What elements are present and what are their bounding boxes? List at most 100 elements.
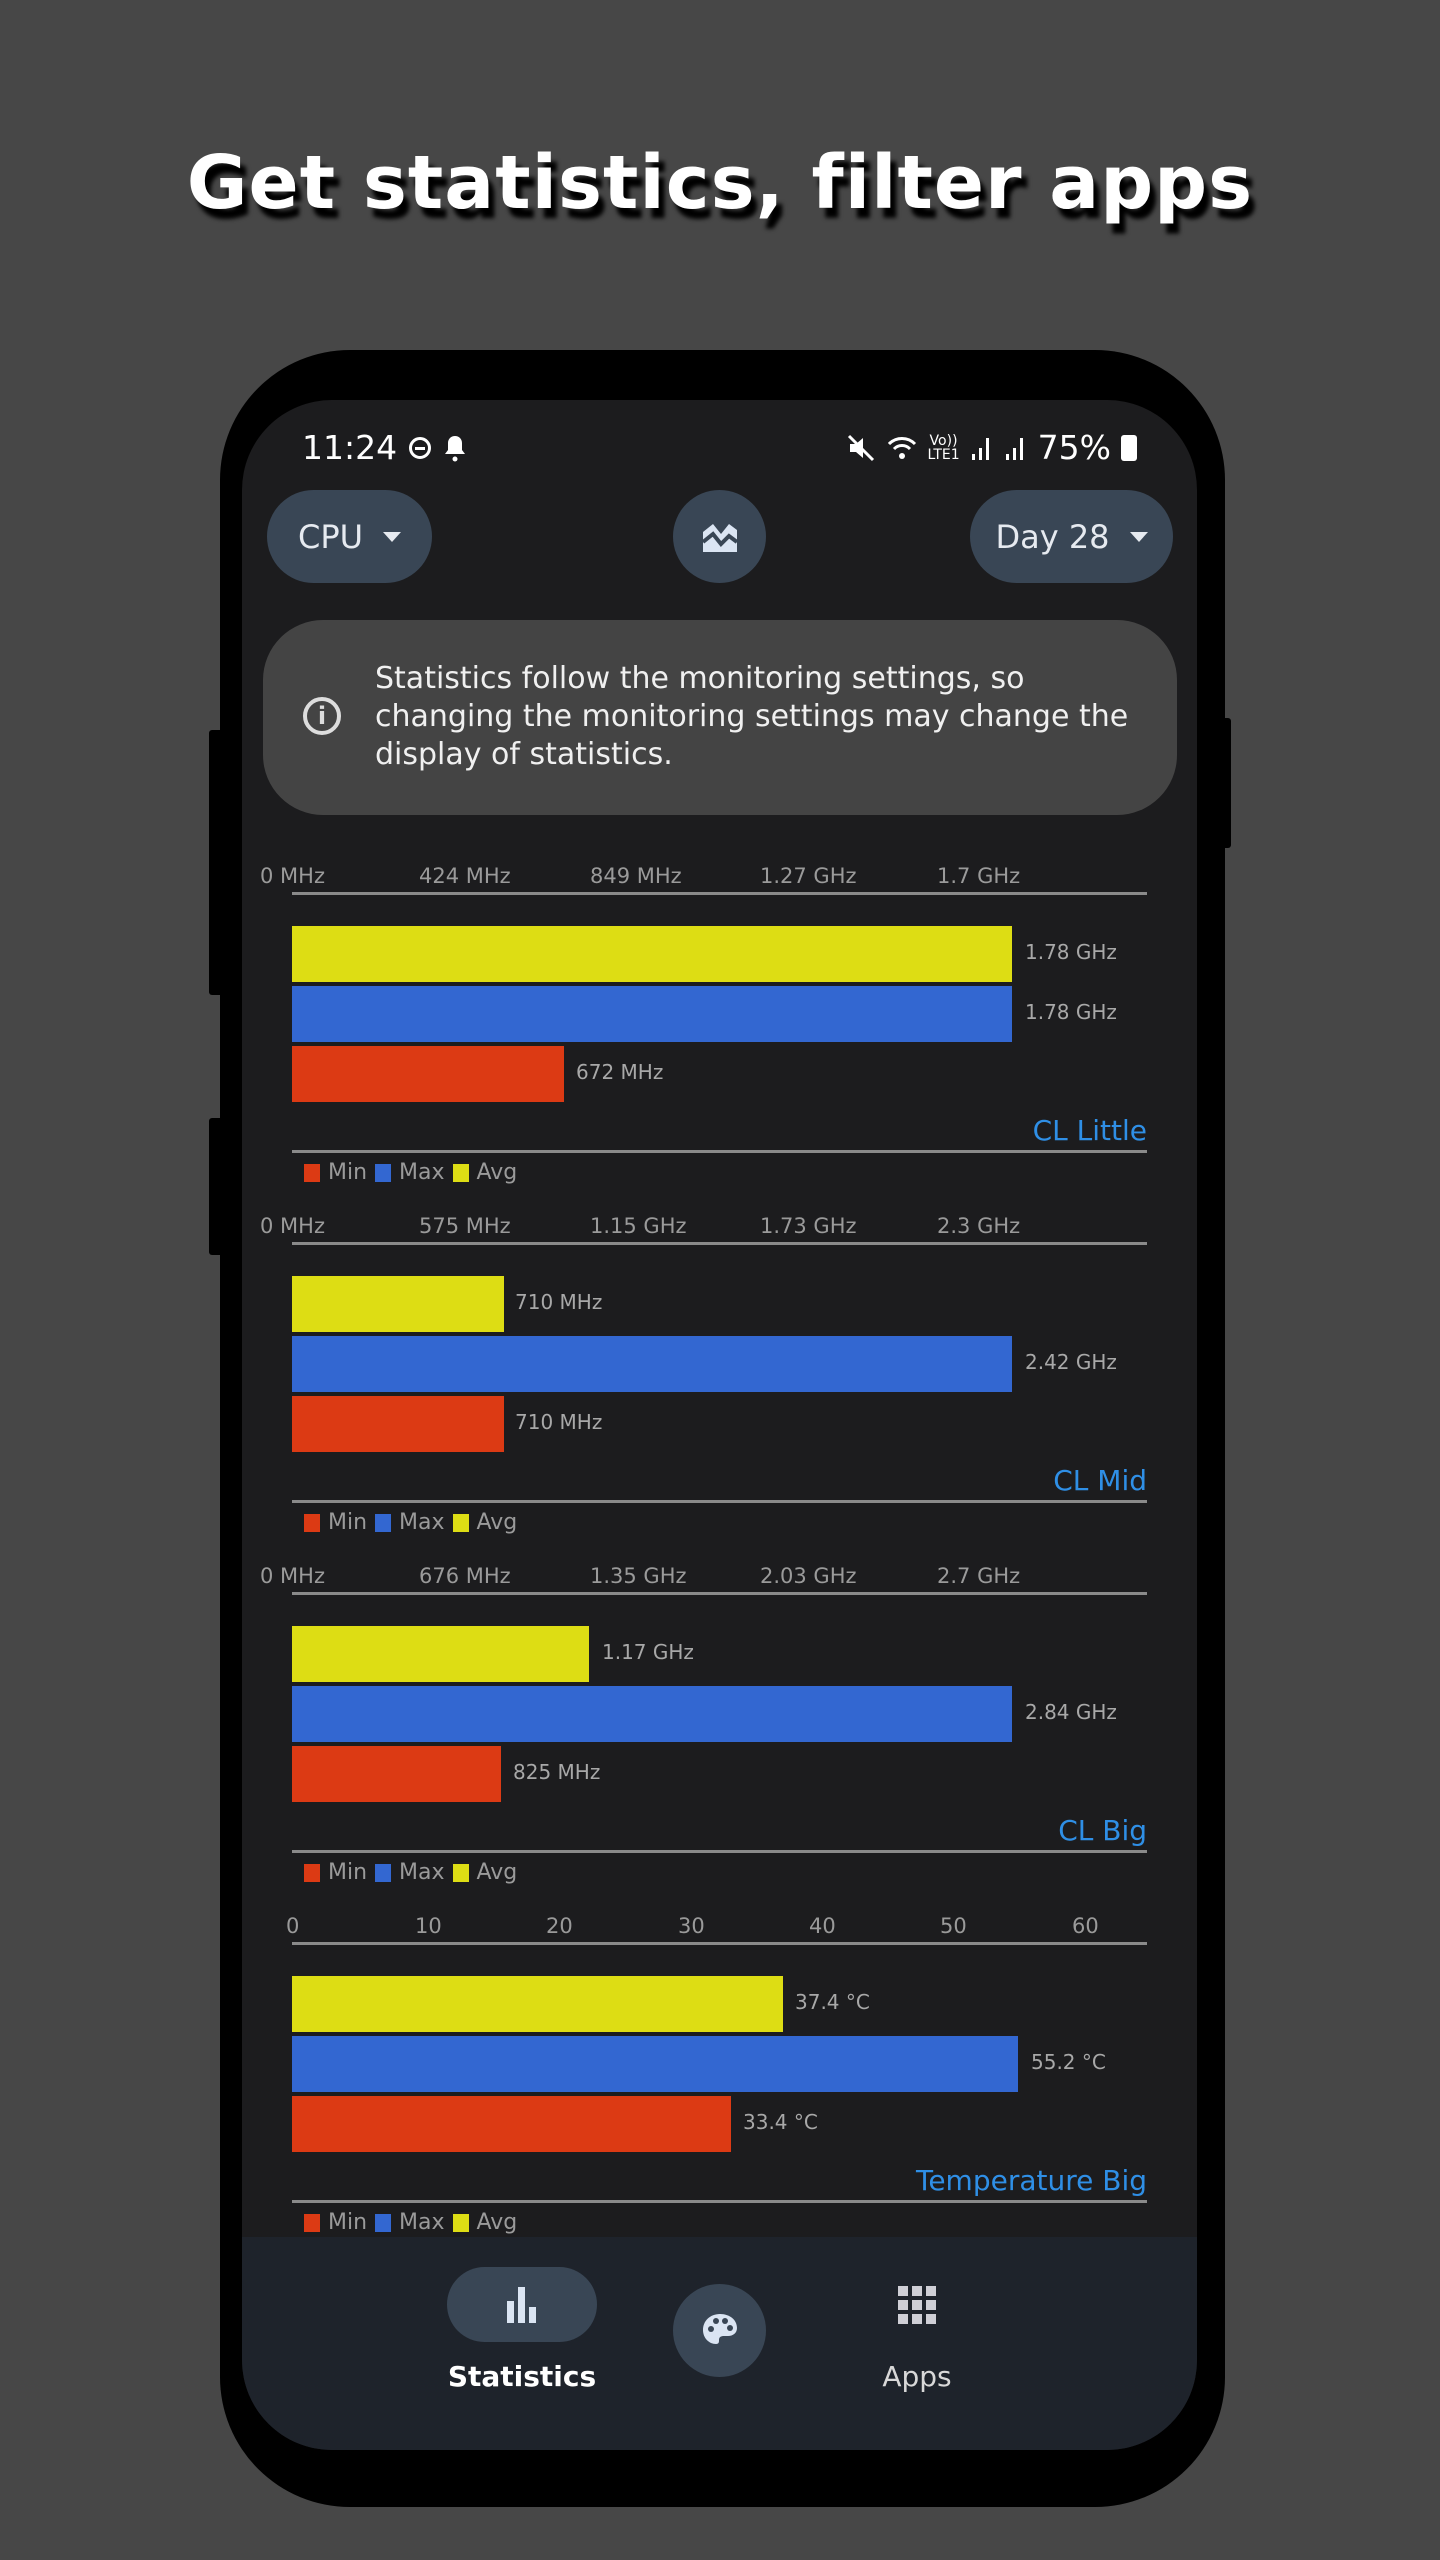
chart-cl-mid: 0 MHz 575 MHz 1.15 GHz 1.73 GHz 2.3 GHz … <box>242 1214 1197 1564</box>
tick-label: 0 MHz <box>260 1214 325 1238</box>
tick-label: 849 MHz <box>590 864 682 888</box>
component-select[interactable]: CPU <box>267 490 432 583</box>
avg-bar <box>292 1976 783 2032</box>
legend: Min Max Avg <box>304 1160 517 1185</box>
chart-title: CL Little <box>1032 1114 1147 1147</box>
battery-icon <box>1121 434 1137 461</box>
min-value: 33.4 °C <box>743 2110 818 2134</box>
clock: 11:24 <box>302 428 398 467</box>
nav-statistics[interactable]: Statistics <box>447 2267 597 2393</box>
tick-label: 1.73 GHz <box>760 1214 857 1238</box>
legend-avg: Avg <box>476 2210 518 2235</box>
tick-label: 575 MHz <box>419 1214 511 1238</box>
chart-mode-icon <box>701 523 738 552</box>
wifi-icon <box>888 436 917 459</box>
nav-statistics-label: Statistics <box>447 2360 597 2393</box>
volte-icon: Vo)) LTE1 <box>927 432 960 463</box>
nav-apps[interactable]: Apps <box>842 2267 992 2393</box>
legend-min: Min <box>328 2210 368 2235</box>
tick-label: 1.35 GHz <box>590 1564 687 1588</box>
avg-bar <box>292 1626 589 1682</box>
nav-statistics-indicator <box>447 2267 597 2342</box>
chart-temperature-big: 0 10 20 30 40 50 60 37.4 °C 55.2 °C 33.4… <box>242 1914 1197 2264</box>
min-value: 825 MHz <box>513 1760 601 1784</box>
max-bar <box>292 986 1012 1042</box>
axis-line <box>292 1242 1147 1245</box>
max-bar <box>292 1336 1012 1392</box>
tick-label: 676 MHz <box>419 1564 511 1588</box>
tick-label: 40 <box>809 1914 836 1938</box>
day-select[interactable]: Day 28 <box>970 490 1173 583</box>
baseline <box>292 1850 1147 1853</box>
phone-frame: 11:24 Vo)) LTE1 75% CPU Day 28 i Statisti… <box>220 350 1225 2507</box>
min-bar <box>292 2096 731 2152</box>
info-text: Statistics follow the monitoring setting… <box>375 661 1129 772</box>
min-swatch <box>304 2213 320 2232</box>
chart-title: CL Big <box>1058 1814 1147 1847</box>
tick-label: 50 <box>940 1914 967 1938</box>
info-banner: i Statistics follow the monitoring setti… <box>263 620 1177 815</box>
legend: Min Max Avg <box>304 2210 517 2235</box>
avg-swatch <box>452 1163 469 1182</box>
avg-swatch <box>452 2213 469 2232</box>
chart-mode-button[interactable] <box>673 490 766 583</box>
tick-label: 2.03 GHz <box>760 1564 857 1588</box>
chart-cl-little: 0 MHz 424 MHz 849 MHz 1.27 GHz 1.7 GHz 1… <box>242 864 1197 1214</box>
bell-icon <box>445 435 466 461</box>
axis-line <box>292 892 1147 895</box>
tick-label: 2.3 GHz <box>937 1214 1021 1238</box>
signal-icon-1 <box>971 437 989 460</box>
battery-percent: 75% <box>1037 428 1111 467</box>
max-value: 1.78 GHz <box>1025 1000 1117 1024</box>
max-value: 2.42 GHz <box>1025 1350 1117 1374</box>
max-bar <box>292 1686 1012 1742</box>
legend-min: Min <box>328 1860 368 1885</box>
tick-label: 60 <box>1072 1914 1099 1938</box>
max-value: 55.2 °C <box>1031 2050 1106 2074</box>
max-swatch <box>375 2213 392 2232</box>
legend-min: Min <box>328 1510 368 1535</box>
bixby-button <box>209 1118 223 1255</box>
chart-cl-big: 0 MHz 676 MHz 1.35 GHz 2.03 GHz 2.7 GHz … <box>242 1564 1197 1914</box>
tick-label: 0 <box>286 1914 300 1938</box>
dropdown-arrow-icon <box>383 531 402 542</box>
info-icon: i <box>303 697 341 735</box>
legend-max: Max <box>399 1160 445 1185</box>
nav-apps-label: Apps <box>882 2360 952 2393</box>
min-bar <box>292 1396 504 1452</box>
avg-swatch <box>452 1513 469 1532</box>
tick-label: 30 <box>678 1914 705 1938</box>
legend-max: Max <box>399 1860 445 1885</box>
min-value: 710 MHz <box>515 1410 603 1434</box>
volume-button <box>209 730 223 995</box>
grid-icon <box>898 2285 936 2324</box>
avg-bar <box>292 1276 504 1332</box>
legend: Min Max Avg <box>304 1860 517 1885</box>
axis-line <box>292 1592 1147 1595</box>
min-value: 672 MHz <box>576 1060 664 1084</box>
tick-label: 0 MHz <box>260 864 325 888</box>
promo-title: Get statistics, filter apps <box>186 140 1254 226</box>
avg-swatch <box>452 1863 469 1882</box>
theme-button[interactable] <box>673 2284 766 2377</box>
mute-icon <box>848 434 875 461</box>
avg-value: 1.78 GHz <box>1025 940 1117 964</box>
bar-chart-icon <box>507 2286 536 2323</box>
tick-label: 1.27 GHz <box>760 864 857 888</box>
tick-label: 424 MHz <box>419 864 511 888</box>
dnd-icon <box>409 436 432 459</box>
avg-value: 710 MHz <box>515 1290 603 1314</box>
min-swatch <box>304 1863 320 1882</box>
max-swatch <box>375 1513 392 1532</box>
avg-bar <box>292 926 1012 982</box>
max-swatch <box>375 1863 392 1882</box>
tick-label: 20 <box>546 1914 573 1938</box>
max-value: 2.84 GHz <box>1025 1700 1117 1724</box>
baseline <box>292 1150 1147 1153</box>
avg-value: 37.4 °C <box>795 1990 870 2014</box>
chart-title: CL Mid <box>1053 1464 1147 1497</box>
min-swatch <box>304 1513 320 1532</box>
chart-title: Temperature Big <box>915 2164 1147 2197</box>
legend-avg: Avg <box>476 1160 518 1185</box>
legend-min: Min <box>328 1160 368 1185</box>
